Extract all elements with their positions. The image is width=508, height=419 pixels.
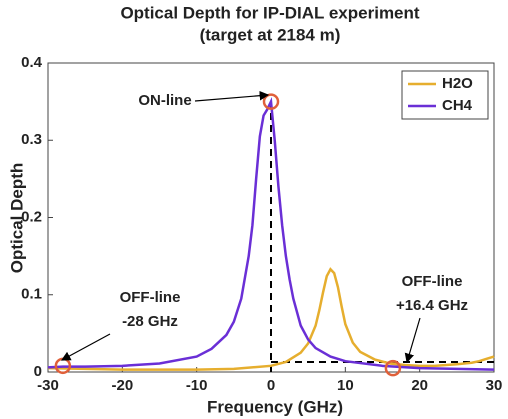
- annotation: OFF-line: [402, 273, 463, 290]
- annotation-arrow: [404, 317, 421, 364]
- x-tick-label: 10: [337, 377, 354, 394]
- y-tick-label: 0.3: [21, 131, 42, 148]
- y-tick-label: 0.4: [21, 54, 43, 71]
- x-tick-label: -10: [186, 377, 208, 394]
- x-tick-label: 0: [267, 377, 275, 394]
- annotation: -28 GHz: [122, 313, 178, 330]
- legend-label: CH4: [442, 97, 473, 114]
- annotation-arrow: [60, 333, 111, 361]
- y-axis-label: Optical Depth: [7, 163, 26, 274]
- annotation: ON-line: [138, 92, 191, 109]
- chart-title: (target at 2184 m): [200, 25, 341, 44]
- x-tick-label: -20: [111, 377, 133, 394]
- y-tick-label: 0.2: [21, 208, 42, 225]
- line-series: [47, 267, 495, 371]
- annotation-arrow: [194, 90, 270, 102]
- annotation: OFF-line: [120, 289, 181, 306]
- chart-title: Optical Depth for IP-DIAL experiment: [120, 3, 419, 22]
- x-tick-label: 30: [486, 377, 503, 394]
- x-tick-label: 20: [411, 377, 428, 394]
- x-axis-label: Frequency (GHz): [207, 397, 343, 416]
- point-marker: [262, 93, 280, 110]
- point-marker: [384, 359, 402, 377]
- legend-label: H2O: [442, 75, 473, 92]
- line-series: [47, 97, 495, 371]
- y-tick-label: 0.1: [21, 286, 42, 303]
- x-tick-label: -30: [37, 377, 59, 394]
- annotation: +16.4 GHz: [396, 297, 468, 314]
- legend: [401, 70, 489, 120]
- y-tick-label: 0: [34, 363, 42, 380]
